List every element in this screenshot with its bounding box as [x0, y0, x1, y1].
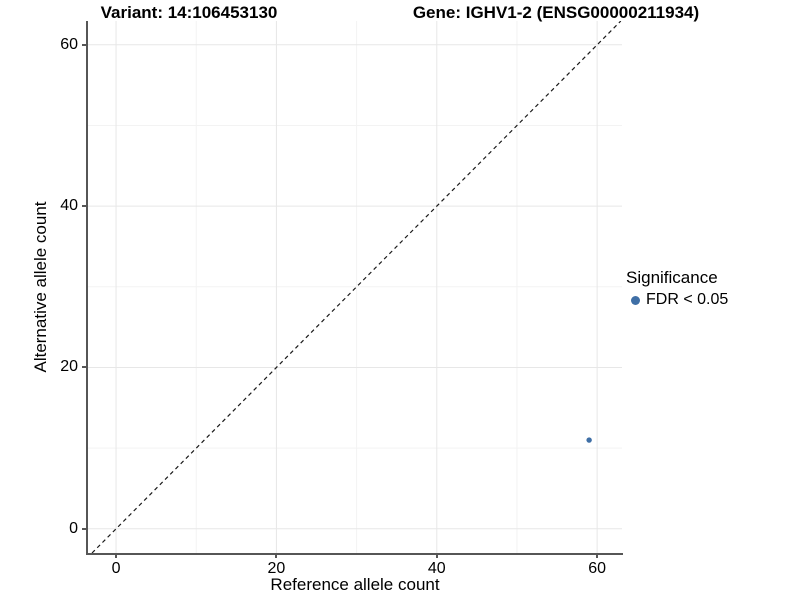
x-axis-title: Reference allele count: [270, 575, 440, 594]
x-tick-mark: [596, 553, 599, 558]
legend-point-icon: [631, 295, 640, 305]
legend: Significance FDR < 0.05: [626, 268, 728, 309]
legend-title: Significance: [626, 268, 718, 287]
x-tick-label: 60: [588, 560, 607, 577]
y-tick-mark: [82, 43, 88, 46]
y-axis-line: [86, 21, 88, 555]
y-tick-mark: [82, 366, 88, 369]
plot-title-gene: Gene: IGHV1-2 (ENSG00000211934): [412, 3, 700, 22]
x-tick-mark: [115, 553, 118, 558]
y-tick-label: 0: [69, 519, 78, 537]
y-tick-mark: [82, 205, 88, 208]
legend-item-label: FDR < 0.05: [646, 291, 729, 308]
x-axis-line: [86, 553, 623, 555]
y-axis-title: Alternative allele count: [31, 201, 50, 373]
x-tick-mark: [435, 553, 438, 558]
y-tick-mark: [82, 527, 88, 530]
y-tick-label: 60: [60, 35, 78, 53]
plot-svg: [88, 21, 622, 553]
y-tick-label: 40: [60, 197, 78, 215]
plot-panel: [88, 21, 622, 553]
plot-title-variant: Variant: 14:106453130: [100, 3, 278, 22]
y-tick-label: 20: [60, 358, 78, 376]
x-tick-label: 20: [267, 560, 286, 577]
x-tick-label: 40: [427, 560, 446, 577]
x-tick-mark: [275, 553, 278, 558]
legend-item: FDR < 0.05: [626, 291, 728, 309]
x-tick-label: 0: [111, 560, 121, 577]
